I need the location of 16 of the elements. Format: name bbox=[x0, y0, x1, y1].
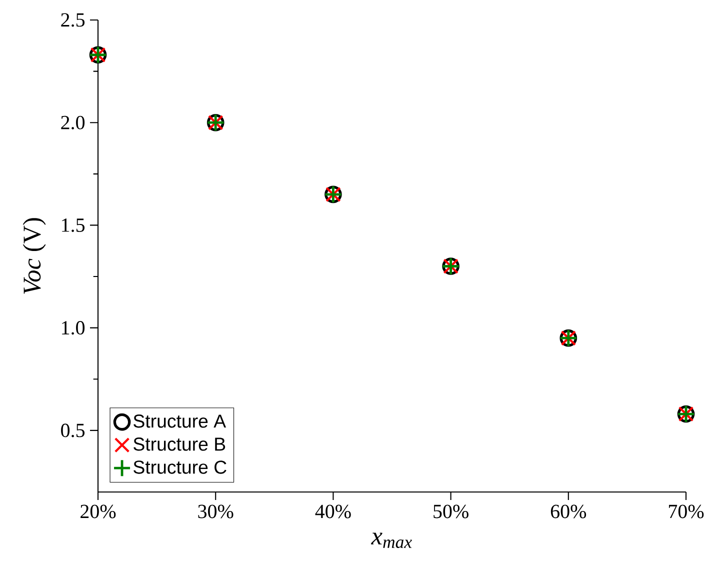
y-tick-label: 2.0 bbox=[61, 116, 85, 130]
x-tick-label: 60% bbox=[550, 504, 586, 518]
y-axis-title: Voc (V) bbox=[22, 218, 46, 294]
x-tick-label: 30% bbox=[198, 504, 234, 518]
legend-label: Structure C bbox=[134, 460, 226, 474]
legend-label: Structure A bbox=[134, 414, 226, 428]
x-tick-label: 50% bbox=[434, 504, 468, 518]
y-tick-label: 1.0 bbox=[62, 321, 85, 335]
y-tick-label: 1.5 bbox=[62, 218, 85, 232]
legend-label: Structure B bbox=[134, 438, 226, 451]
x-tick-label: 40% bbox=[315, 504, 351, 518]
text: x$_{max}$ bbox=[370, 532, 412, 548]
y-tick-label: 0.5 bbox=[61, 424, 85, 438]
y-tick-label: 2.5 bbox=[61, 13, 85, 27]
x-tick-label: 70% bbox=[668, 504, 704, 518]
x-tick-label: 20% bbox=[80, 504, 116, 518]
